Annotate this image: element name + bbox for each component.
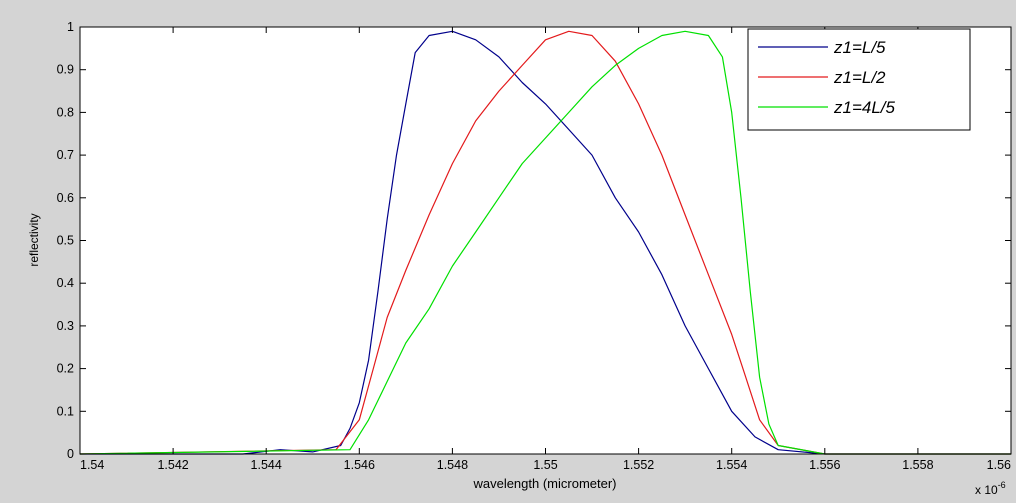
y-tick-label: 0.5 xyxy=(57,234,74,248)
x-axis-exponent: x 10-6 xyxy=(975,480,1006,497)
tick-layer xyxy=(79,26,1012,455)
x-axis-label: wavelength (micrometer) xyxy=(472,476,616,491)
x-tick-labels: 1.54 1.542 1.544 1.546 1.548 1.55 1.552 1.554 1.… xyxy=(80,458,1011,472)
y-tick-label: 1 xyxy=(67,20,74,34)
legend-label: z1=4L/5 xyxy=(833,98,896,117)
legend-label: z1=L/2 xyxy=(833,68,886,87)
x-tick-label: 1.56 xyxy=(987,458,1011,472)
x-tick-label: 1.558 xyxy=(902,458,933,472)
x-tick-label: 1.554 xyxy=(716,458,747,472)
y-tick-label: 0.7 xyxy=(57,148,74,162)
legend: z1=L/5 z1=L/2 z1=4L/5 xyxy=(747,28,971,131)
y-tick-label: 0.3 xyxy=(57,319,74,333)
y-tick-label: 0.8 xyxy=(57,105,74,119)
series-line-3 xyxy=(79,30,1011,455)
x-axis-exponent-base: x 10 xyxy=(975,483,998,497)
legend-entries: z1=L/5 z1=L/2 z1=4L/5 xyxy=(758,38,896,117)
x-tick-label: 1.548 xyxy=(437,458,468,472)
y-tick-label: 0.4 xyxy=(57,276,74,290)
y-tick-labels: 0 0.1 0.2 0.3 0.4 0.5 0.6 0.7 0.8 0.9 1 xyxy=(57,20,74,461)
y-tick-label: 0.2 xyxy=(57,362,74,376)
x-tick-label: 1.542 xyxy=(157,458,188,472)
y-tick-label: 0.1 xyxy=(57,404,74,418)
x-tick-label: 1.546 xyxy=(344,458,375,472)
x-tick-label: 1.556 xyxy=(809,458,840,472)
legend-label: z1=L/5 xyxy=(833,38,886,57)
y-tick-label: 0 xyxy=(67,447,74,461)
x-tick-label: 1.544 xyxy=(251,458,282,472)
series-line-1 xyxy=(80,30,1011,455)
legend-box xyxy=(747,28,971,131)
plot-frame xyxy=(79,26,1012,455)
y-tick-label: 0.9 xyxy=(57,63,74,77)
x-tick-label: 1.54 xyxy=(80,458,104,472)
x-tick-label: 1.552 xyxy=(623,458,654,472)
x-axis-exponent-power: -6 xyxy=(998,480,1006,490)
y-tick-label: 0.6 xyxy=(57,191,74,205)
y-axis-label: reflectivity xyxy=(27,213,41,266)
series-line-2 xyxy=(79,30,1011,455)
series-layer xyxy=(79,30,1011,455)
x-tick-label: 1.55 xyxy=(533,458,557,472)
